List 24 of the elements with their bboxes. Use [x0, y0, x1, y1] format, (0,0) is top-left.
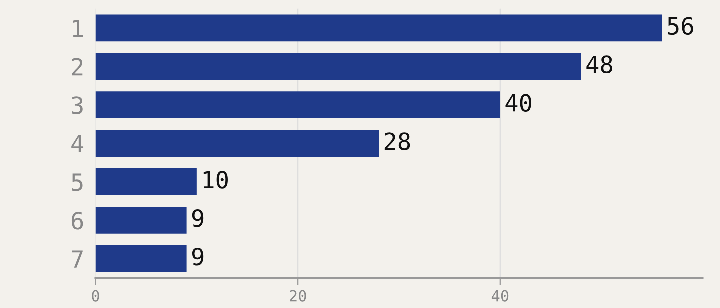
data-label: 9: [192, 248, 204, 266]
bar: [96, 245, 187, 272]
data-label: 48: [586, 56, 612, 74]
x-tick-label: 20: [290, 290, 306, 302]
y-tick-label: 1: [73, 20, 84, 38]
bar: [96, 53, 582, 80]
y-tick-label: 7: [72, 250, 83, 268]
bar: [96, 130, 380, 157]
y-tick-label: 4: [72, 135, 84, 153]
bar: [96, 206, 187, 234]
x-tick-label: 0: [92, 290, 100, 302]
bar: [96, 92, 500, 119]
data-label: 9: [192, 209, 204, 228]
data-label: 28: [384, 132, 410, 150]
data-label: 56: [668, 17, 694, 36]
data-label: 40: [506, 94, 532, 112]
y-tick-label: 6: [72, 212, 84, 230]
x-tick-label: 40: [492, 290, 509, 302]
bar: [96, 168, 197, 196]
data-label: 10: [204, 171, 228, 189]
bar: [96, 14, 662, 42]
y-tick-label: 5: [72, 174, 83, 192]
y-tick-label: 3: [72, 96, 83, 114]
y-tick-label: 2: [72, 58, 83, 76]
